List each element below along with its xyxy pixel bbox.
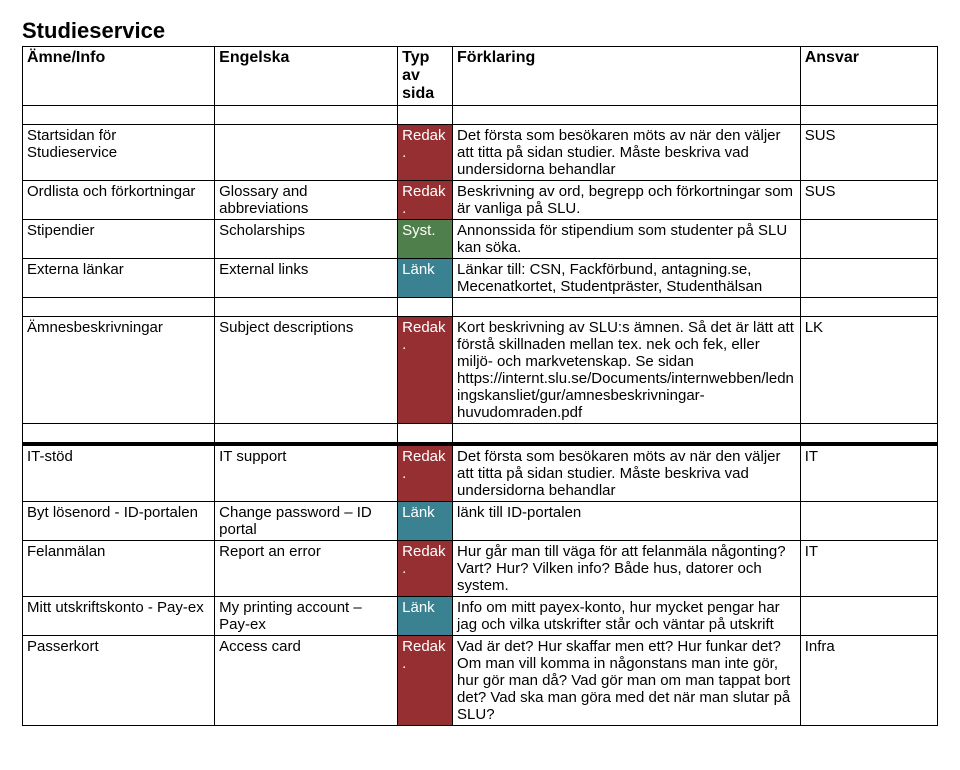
cell-amne: IT-stöd (23, 446, 215, 502)
cell-typ: Syst. (398, 220, 453, 259)
table-row: Felanmälan Report an error Redak. Hur gå… (23, 541, 938, 597)
cell-ansvar: IT (800, 446, 937, 502)
header-amne: Ämne/Info (23, 47, 215, 106)
table-row: Byt lösenord - ID-portalen Change passwo… (23, 502, 938, 541)
cell-amne: Startsidan för Studieservice (23, 125, 215, 181)
cell-eng: Report an error (215, 541, 398, 597)
cell-ansvar: SUS (800, 125, 937, 181)
table-row: Stipendier Scholarships Syst. Annonssida… (23, 220, 938, 259)
table-row: Ordlista och förkortningar Glossary and … (23, 181, 938, 220)
cell-typ: Redak. (398, 446, 453, 502)
cell-fork: Det första som besökaren möts av när den… (453, 446, 801, 502)
cell-amne: Felanmälan (23, 541, 215, 597)
cell-ansvar (800, 502, 937, 541)
header-engelska: Engelska (215, 47, 398, 106)
cell-ansvar (800, 220, 937, 259)
cell-amne: Mitt utskriftskonto - Pay-ex (23, 597, 215, 636)
cell-typ: Redak. (398, 125, 453, 181)
cell-eng: Access card (215, 636, 398, 726)
cell-fork: Vad är det? Hur skaffar men ett? Hur fun… (453, 636, 801, 726)
cell-ansvar: Infra (800, 636, 937, 726)
header-ansvar: Ansvar (800, 47, 937, 106)
cell-ansvar: IT (800, 541, 937, 597)
cell-amne: Passerkort (23, 636, 215, 726)
cell-eng: External links (215, 259, 398, 298)
cell-typ: Redak. (398, 317, 453, 424)
content-table: Ämne/Info Engelska Typ av sida Förklarin… (22, 46, 938, 726)
cell-typ: Redak. (398, 181, 453, 220)
header-forklaring: Förklaring (453, 47, 801, 106)
cell-amne: Ordlista och förkortningar (23, 181, 215, 220)
header-typ: Typ av sida (398, 47, 453, 106)
spacer-row (23, 424, 938, 444)
cell-fork: Annonssida för stipendium som studenter … (453, 220, 801, 259)
cell-ansvar (800, 259, 937, 298)
cell-eng: Glossary and abbreviations (215, 181, 398, 220)
cell-typ: Länk (398, 259, 453, 298)
header-row: Ämne/Info Engelska Typ av sida Förklarin… (23, 47, 938, 106)
cell-amne: Stipendier (23, 220, 215, 259)
cell-eng: Subject descriptions (215, 317, 398, 424)
table-row: Mitt utskriftskonto - Pay-ex My printing… (23, 597, 938, 636)
cell-ansvar: LK (800, 317, 937, 424)
cell-typ: Länk (398, 502, 453, 541)
table-row: Ämnesbeskrivningar Subject descriptions … (23, 317, 938, 424)
cell-ansvar (800, 597, 937, 636)
cell-fork: Det första som besökaren möts av när den… (453, 125, 801, 181)
cell-eng: My printing account – Pay-ex (215, 597, 398, 636)
cell-fork: Hur går man till väga för att felanmäla … (453, 541, 801, 597)
cell-fork: Kort beskrivning av SLU:s ämnen. Så det … (453, 317, 801, 424)
cell-eng: Change password – ID portal (215, 502, 398, 541)
cell-ansvar: SUS (800, 181, 937, 220)
cell-eng: IT support (215, 446, 398, 502)
cell-amne: Byt lösenord - ID-portalen (23, 502, 215, 541)
cell-eng: Scholarships (215, 220, 398, 259)
cell-eng (215, 125, 398, 181)
cell-typ: Länk (398, 597, 453, 636)
cell-amne: Ämnesbeskrivningar (23, 317, 215, 424)
cell-fork: Länkar till: CSN, Fackförbund, antagning… (453, 259, 801, 298)
cell-typ: Redak. (398, 541, 453, 597)
table-row: IT-stöd IT support Redak. Det första som… (23, 446, 938, 502)
spacer-row (23, 106, 938, 125)
spacer-row (23, 298, 938, 317)
cell-typ: Redak. (398, 636, 453, 726)
cell-amne: Externa länkar (23, 259, 215, 298)
cell-fork: länk till ID-portalen (453, 502, 801, 541)
cell-fork: Beskrivning av ord, begrepp och förkortn… (453, 181, 801, 220)
table-row: Startsidan för Studieservice Redak. Det … (23, 125, 938, 181)
page-title: Studieservice (22, 18, 938, 44)
table-row: Passerkort Access card Redak. Vad är det… (23, 636, 938, 726)
table-row: Externa länkar External links Länk Länka… (23, 259, 938, 298)
cell-fork: Info om mitt payex-konto, hur mycket pen… (453, 597, 801, 636)
